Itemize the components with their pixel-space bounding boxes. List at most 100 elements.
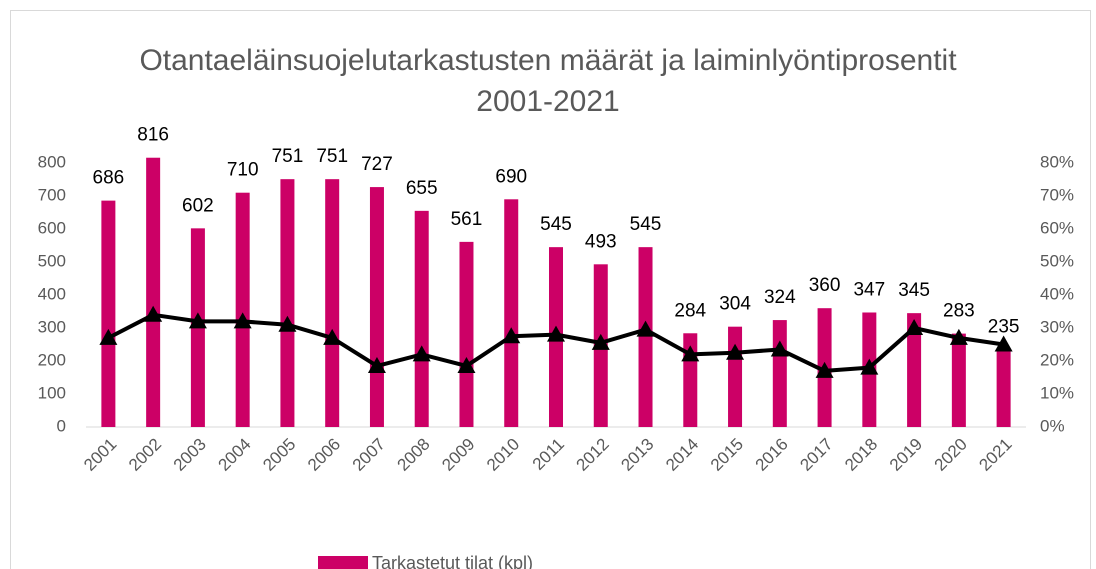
y-tick-label: 500 xyxy=(38,251,66,270)
bar xyxy=(996,349,1011,427)
x-tick-label: 2011 xyxy=(529,435,568,474)
x-tick-label: 2020 xyxy=(931,435,971,475)
x-tick-label: 2016 xyxy=(752,435,792,475)
y2-tick-label: 0% xyxy=(1040,416,1065,435)
x-tick-label: 2002 xyxy=(125,435,165,475)
chart-title: Otantaeläinsuojelutarkastusten määrät ja… xyxy=(139,44,957,118)
line-marker xyxy=(412,345,431,362)
line-marker xyxy=(770,340,789,357)
x-tick-label: 2019 xyxy=(886,435,926,475)
data-label: 561 xyxy=(451,209,483,230)
x-tick-label: 2015 xyxy=(707,435,747,475)
bar xyxy=(146,157,161,427)
x-tick-label: 2012 xyxy=(573,435,613,475)
bar xyxy=(907,313,922,427)
line-marker xyxy=(99,328,118,345)
legend-label: Tarkastetut tilat (kpl) xyxy=(372,553,533,569)
x-tick-label: 2017 xyxy=(796,435,836,475)
data-label: 284 xyxy=(674,300,706,321)
data-label: 283 xyxy=(943,301,975,322)
data-label: 347 xyxy=(853,280,885,301)
y-tick-label: 100 xyxy=(38,383,66,402)
line-marker xyxy=(188,312,207,329)
y-tick-label: 200 xyxy=(38,350,66,369)
line-marker xyxy=(636,320,655,337)
data-label: 324 xyxy=(764,287,796,308)
y2-tick-label: 30% xyxy=(1040,317,1074,336)
line-marker xyxy=(233,312,252,329)
bar xyxy=(369,187,384,427)
line-marker xyxy=(726,343,745,360)
data-label: 655 xyxy=(406,178,438,199)
line-marker xyxy=(815,361,834,378)
bar xyxy=(459,241,474,427)
line-marker xyxy=(994,335,1013,352)
y-tick-label: 0 xyxy=(57,416,66,435)
data-label: 360 xyxy=(809,275,841,296)
x-tick-label: 2005 xyxy=(259,435,299,475)
line-marker xyxy=(949,328,968,345)
data-label: 727 xyxy=(361,154,393,175)
y2-tick-label: 10% xyxy=(1040,383,1074,402)
data-label: 686 xyxy=(93,168,125,189)
y-tick-label: 400 xyxy=(38,284,66,303)
data-label: 493 xyxy=(585,231,617,252)
line-marker xyxy=(502,327,521,344)
line-marker xyxy=(367,356,386,373)
line-marker xyxy=(547,325,565,342)
line-marker xyxy=(457,356,476,373)
data-label: 751 xyxy=(316,146,348,167)
bar xyxy=(280,179,295,427)
bar xyxy=(414,210,429,427)
bar xyxy=(951,333,966,427)
line-marker xyxy=(278,315,297,332)
data-label: 602 xyxy=(182,195,214,216)
x-tick-label: 2004 xyxy=(214,435,254,475)
y2-tick-label: 80% xyxy=(1040,152,1074,171)
data-label: 345 xyxy=(898,280,930,301)
data-label: 545 xyxy=(540,214,572,235)
bar xyxy=(638,247,653,427)
data-label: 710 xyxy=(227,160,259,181)
y2-tick-label: 60% xyxy=(1040,218,1074,237)
y2-tick-label: 50% xyxy=(1040,251,1074,270)
x-tick-label: 2006 xyxy=(304,435,344,475)
bar xyxy=(504,199,519,427)
x-tick-label: 2007 xyxy=(349,435,389,475)
y2-tick-label: 20% xyxy=(1040,350,1074,369)
line-marker xyxy=(860,358,879,375)
y-tick-label: 800 xyxy=(38,152,66,171)
y2-tick-label: 70% xyxy=(1040,185,1074,204)
y2-tick-label: 40% xyxy=(1040,284,1074,303)
y-tick-label: 700 xyxy=(38,185,66,204)
line-marker xyxy=(681,345,700,362)
x-tick-label: 2009 xyxy=(438,435,478,475)
x-tick-label: 2001 xyxy=(80,435,120,475)
line-marker xyxy=(144,305,163,322)
legend-swatch xyxy=(318,556,368,569)
line-marker xyxy=(591,333,610,350)
x-tick-label: 2021 xyxy=(975,435,1015,475)
x-tick-label: 2014 xyxy=(662,435,702,475)
line-marker xyxy=(905,319,924,335)
data-label: 751 xyxy=(272,146,304,167)
x-tick-label: 2003 xyxy=(170,435,210,475)
bar xyxy=(325,179,340,427)
bar xyxy=(728,326,743,427)
y-tick-label: 600 xyxy=(38,218,66,237)
y-tick-label: 300 xyxy=(38,317,66,336)
bar xyxy=(235,192,250,427)
chart-frame xyxy=(10,10,1091,569)
data-label: 690 xyxy=(495,166,527,187)
x-tick-label: 2010 xyxy=(483,435,523,475)
bar xyxy=(772,320,787,427)
x-tick-label: 2013 xyxy=(617,435,657,475)
line-marker xyxy=(323,328,342,345)
data-label: 235 xyxy=(988,316,1020,337)
data-label: 304 xyxy=(719,294,751,315)
data-label: 545 xyxy=(630,214,662,235)
data-label: 816 xyxy=(137,125,169,146)
x-tick-label: 2008 xyxy=(394,435,434,475)
bar xyxy=(101,200,116,427)
